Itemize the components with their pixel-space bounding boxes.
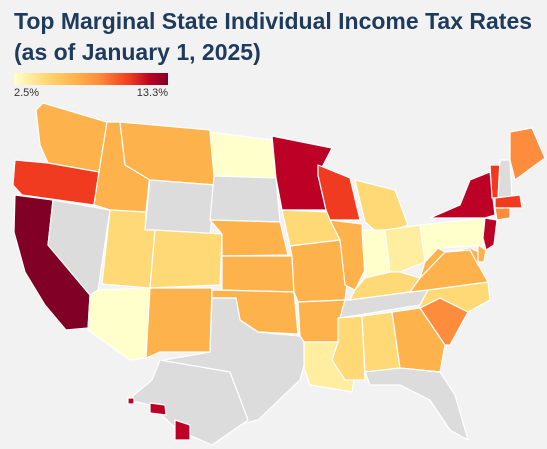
legend-labels: 2.5% 13.3% xyxy=(14,87,168,99)
state-az[interactable] xyxy=(87,287,151,361)
state-hi[interactable] xyxy=(127,397,135,405)
state-sd[interactable] xyxy=(209,175,281,223)
state-ne[interactable] xyxy=(209,219,289,257)
state-ks[interactable] xyxy=(221,255,295,293)
map-title: Top Marginal State Individual Income Tax… xyxy=(14,8,533,65)
state-ny[interactable] xyxy=(429,171,496,219)
state-wy[interactable] xyxy=(144,179,216,237)
state-hi-big-island[interactable] xyxy=(174,419,191,441)
state-nd[interactable] xyxy=(209,131,277,179)
state-pa[interactable] xyxy=(419,217,489,263)
legend-min-label: 2.5% xyxy=(14,87,40,99)
state-wa[interactable] xyxy=(35,102,108,173)
legend-gradient-bar xyxy=(14,73,168,85)
state-nj[interactable] xyxy=(482,217,498,251)
state-fl[interactable] xyxy=(364,367,469,441)
color-legend: 2.5% 13.3% xyxy=(14,73,168,99)
state-oh[interactable] xyxy=(384,224,426,273)
state-de[interactable] xyxy=(477,244,487,263)
state-nh[interactable] xyxy=(497,159,513,199)
state-hi-maui[interactable] xyxy=(149,402,167,416)
state-ma[interactable] xyxy=(494,194,523,209)
state-me[interactable] xyxy=(509,127,546,181)
legend-max-label: 13.3% xyxy=(136,87,168,99)
state-nm[interactable] xyxy=(145,287,213,359)
state-co[interactable] xyxy=(149,229,223,289)
state-ct[interactable] xyxy=(494,207,511,221)
state-mi[interactable] xyxy=(354,179,409,236)
state-ga[interactable] xyxy=(391,307,446,373)
